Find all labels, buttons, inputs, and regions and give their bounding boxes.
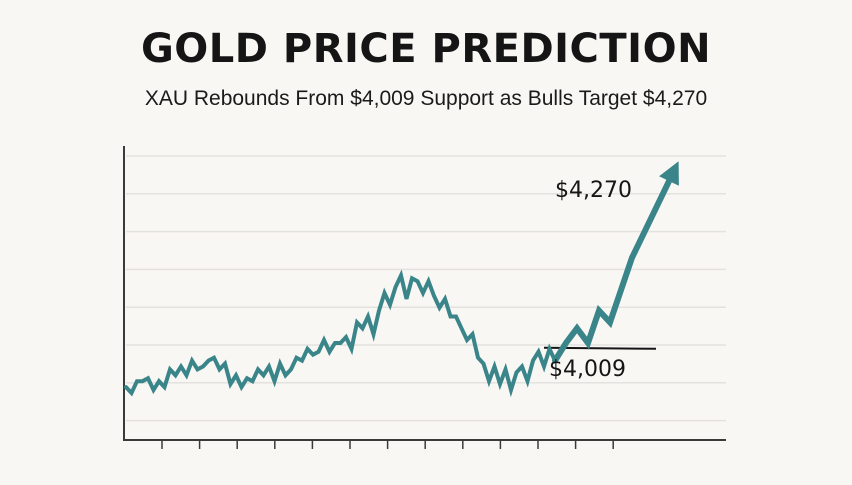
price-line (124, 269, 557, 398)
chart-subtitle: XAU Rebounds From $4,009 Support as Bull… (144, 87, 708, 110)
chart-title: GOLD PRICE PREDICTION (140, 26, 712, 72)
arrow-up-icon (659, 161, 679, 186)
target-price-label: $4,270 (555, 178, 632, 203)
projection-arrow-line (552, 172, 675, 364)
support-price-label: $4,009 (549, 357, 626, 382)
x-ticks (161, 441, 614, 449)
axes (123, 146, 726, 441)
